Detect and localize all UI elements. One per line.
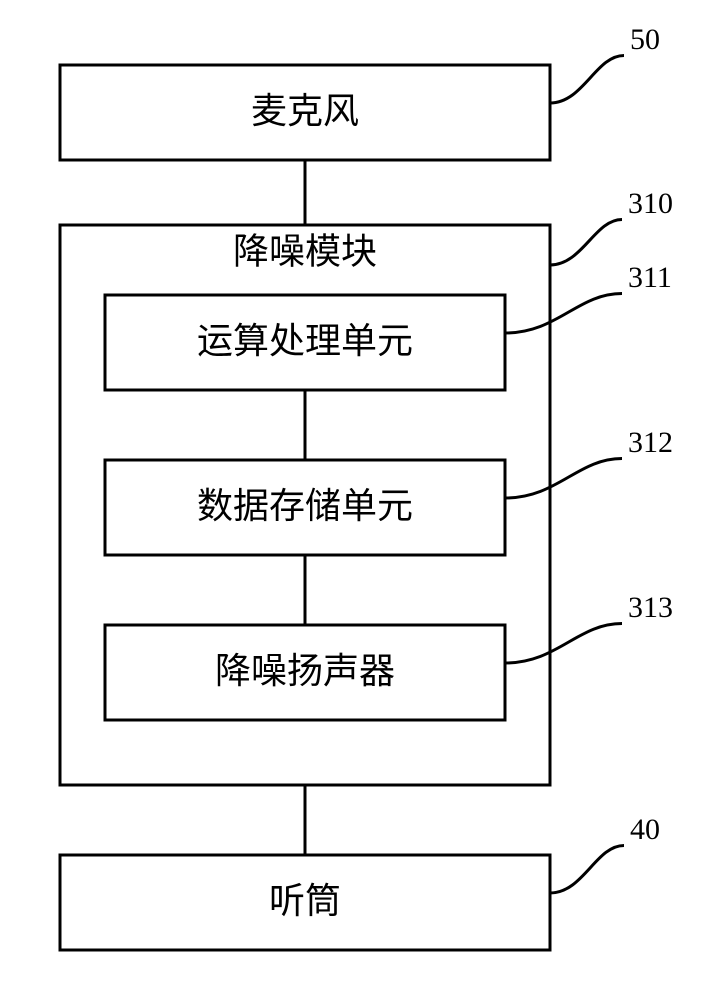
module-leader: [550, 220, 622, 266]
mic-ref: 50: [630, 23, 660, 56]
store-block: 数据存储单元: [105, 460, 505, 555]
ear-ref: 40: [630, 813, 660, 846]
speaker-label: 降噪扬声器: [215, 651, 395, 691]
mic-block: 麦克风: [60, 65, 550, 160]
mic-leader: [550, 56, 624, 104]
proc-label: 运算处理单元: [197, 321, 413, 361]
store-label: 数据存储单元: [197, 486, 413, 526]
mic-label: 麦克风: [251, 91, 359, 131]
speaker-block: 降噪扬声器: [105, 625, 505, 720]
proc-block: 运算处理单元: [105, 295, 505, 390]
speaker-ref: 313: [628, 591, 673, 624]
store-ref: 312: [628, 426, 673, 459]
ear-block: 听筒: [60, 855, 550, 950]
proc-ref: 311: [628, 261, 672, 294]
ear-label: 听筒: [269, 881, 341, 921]
ear-leader: [550, 846, 624, 894]
module-ref: 310: [628, 187, 673, 220]
module-title: 降噪模块: [233, 231, 377, 271]
